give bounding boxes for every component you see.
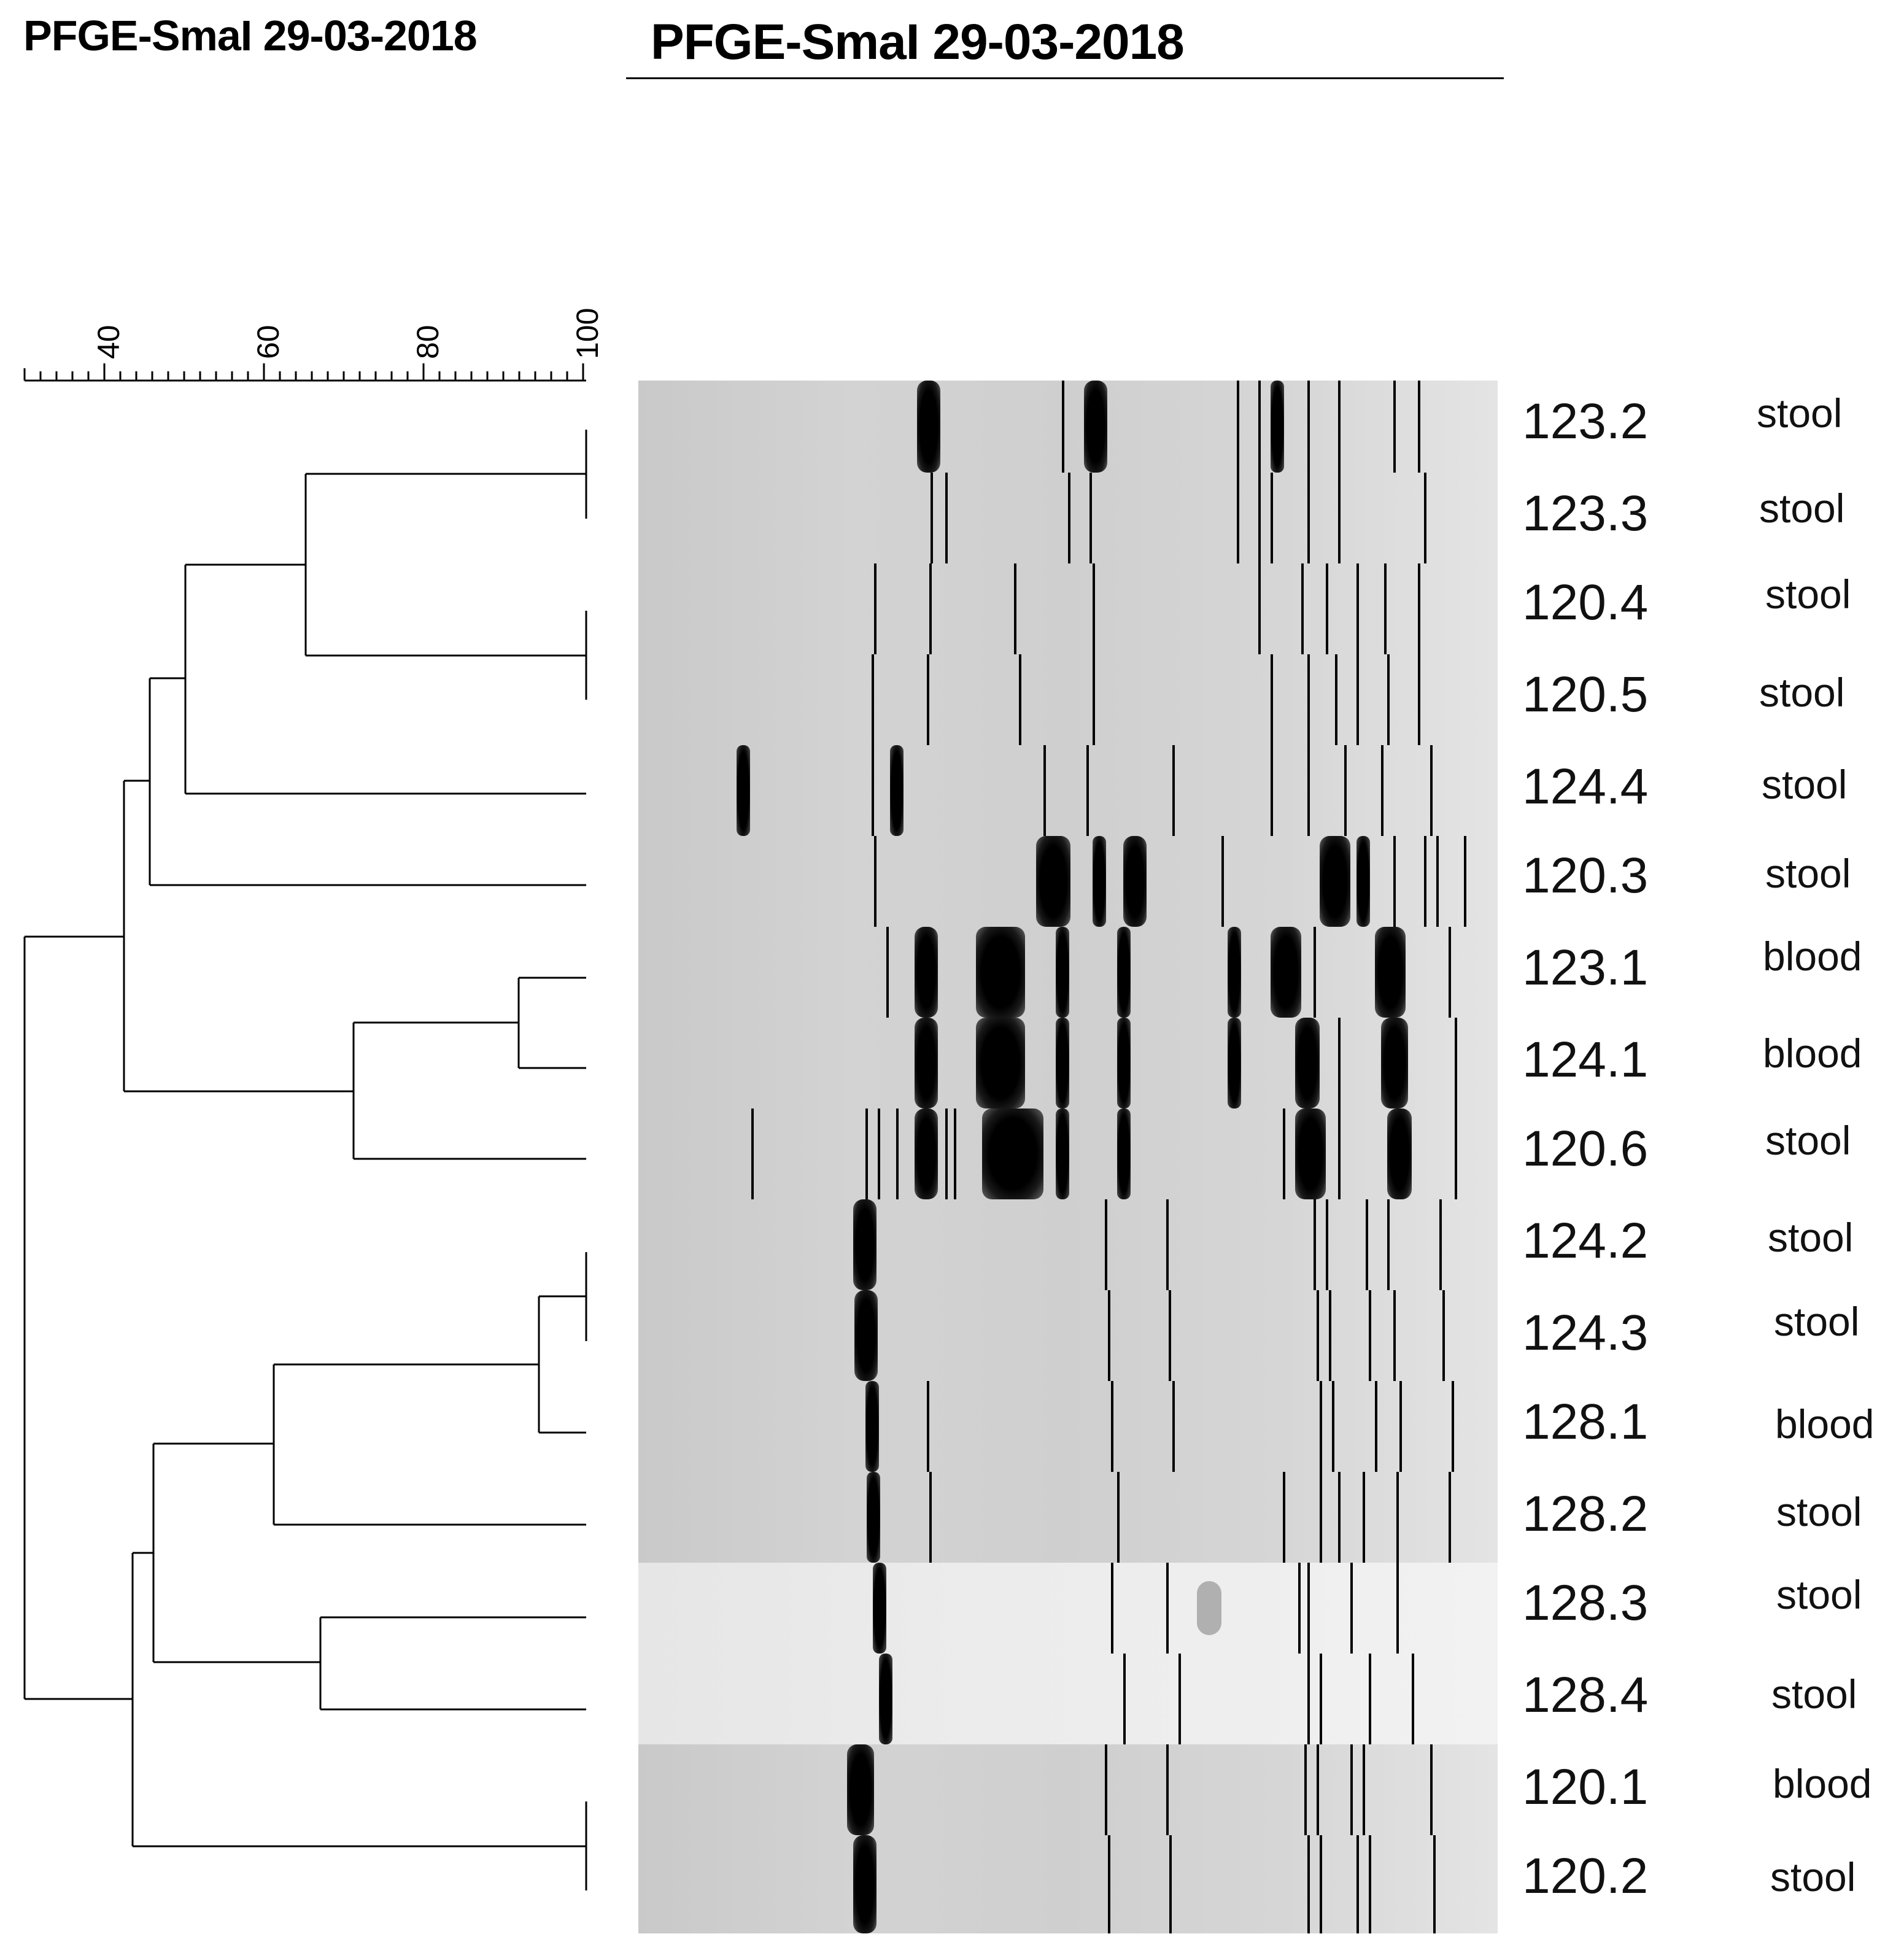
gel-lane (638, 1199, 1498, 1290)
gel-lane (638, 1472, 1498, 1563)
gel-lane (638, 1744, 1498, 1835)
sample-id-label: 128.1 (1522, 1394, 1649, 1450)
figure-title-left: PFGE-SmaI 29-03-2018 (23, 12, 478, 60)
gel-lane (638, 1018, 1498, 1108)
sample-source-label: stool (1762, 762, 1848, 807)
gel-lane (638, 836, 1498, 927)
sample-id-label: 123.1 (1522, 940, 1649, 996)
gel-lane (638, 473, 1498, 563)
gel-lane (638, 563, 1498, 654)
sample-source-label: stool (1770, 1854, 1856, 1900)
sample-source-label: blood (1775, 1401, 1875, 1447)
sample-id-label: 124.2 (1522, 1213, 1649, 1269)
sample-source-label: stool (1765, 1118, 1851, 1163)
sample-source-label: stool (1757, 390, 1843, 436)
gel-lane (638, 1290, 1498, 1381)
dendrogram: 40 60 80 100 (23, 308, 605, 1890)
gel-lane (638, 1835, 1498, 1933)
sample-source-label: blood (1763, 1031, 1862, 1076)
gel-lane (638, 927, 1498, 1018)
scale-tick-label: 80 (411, 325, 445, 359)
sample-source-label: stool (1776, 1572, 1862, 1617)
sample-id-label: 124.1 (1522, 1032, 1649, 1088)
sample-source-label: stool (1759, 670, 1845, 715)
sample-id-label: 124.4 (1522, 759, 1649, 814)
sample-source-label: blood (1773, 1761, 1872, 1806)
sample-id-label: 120.1 (1522, 1759, 1649, 1815)
sample-id-label: 123.2 (1522, 393, 1649, 449)
sample-id-label: 123.3 (1522, 486, 1649, 541)
scale-tick-label: 100 (570, 308, 605, 359)
sample-id-label: 120.2 (1522, 1848, 1649, 1904)
gel-lane (638, 1563, 1498, 1654)
sample-source-label: stool (1771, 1671, 1857, 1717)
title-underline (626, 77, 1504, 79)
sample-id-label: 128.4 (1522, 1667, 1649, 1723)
dendrogram-branches (23, 430, 587, 1890)
sample-id-label: 120.4 (1522, 575, 1649, 630)
sample-id-label: 120.3 (1522, 848, 1649, 903)
scale-tick-label: 60 (251, 325, 285, 359)
sample-id-label: 120.5 (1522, 667, 1649, 722)
gel-lane (638, 1654, 1498, 1744)
sample-source-label: stool (1759, 486, 1845, 531)
sample-source-label: stool (1768, 1215, 1854, 1260)
gel-lane (638, 745, 1498, 836)
similarity-scale (23, 363, 586, 382)
scale-tick-label: 40 (91, 325, 126, 359)
sample-source-label: stool (1774, 1299, 1860, 1344)
sample-id-label: 128.3 (1522, 1575, 1649, 1631)
gel-lane (638, 654, 1498, 745)
sample-source-label: stool (1765, 851, 1851, 896)
sample-source-label: stool (1765, 571, 1851, 617)
gel-lane (638, 1381, 1498, 1472)
sample-id-label: 120.6 (1522, 1121, 1649, 1177)
sample-id-label: 128.2 (1522, 1486, 1649, 1542)
figure-title-main: PFGE-SmaI 29-03-2018 (651, 14, 1185, 70)
gel-lane (638, 1108, 1498, 1199)
gel-lane (638, 381, 1498, 473)
sample-source-label: blood (1763, 934, 1862, 979)
sample-id-label: 124.3 (1522, 1305, 1649, 1361)
sample-source-label: stool (1776, 1489, 1862, 1534)
gel-image (638, 381, 1498, 1940)
